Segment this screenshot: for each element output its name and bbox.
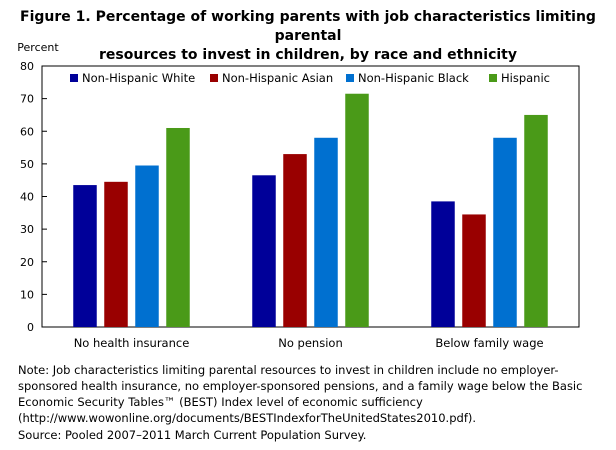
legend-swatch xyxy=(70,74,78,82)
y-tick-label: 10 xyxy=(20,288,34,301)
legend-swatch xyxy=(489,74,497,82)
bar xyxy=(314,137,338,327)
bar xyxy=(493,137,517,327)
y-tick-label: 70 xyxy=(20,93,34,106)
y-tick-label: 60 xyxy=(20,125,34,138)
bar xyxy=(252,175,276,327)
bar xyxy=(524,114,548,327)
note-line-1: Note: Job characteristics limiting paren… xyxy=(18,363,559,377)
legend-label: Non-Hispanic Black xyxy=(358,71,469,85)
figure-title-line-1: Figure 1. Percentage of working parents … xyxy=(20,9,596,44)
legend-swatch xyxy=(210,74,218,82)
y-tick-label: 80 xyxy=(20,60,34,73)
bar xyxy=(431,201,455,327)
figure-source: Source: Pooled 2007–2011 March Current P… xyxy=(18,428,367,442)
y-tick-label: 0 xyxy=(27,321,34,334)
figure-title-line-2: resources to invest in children, by race… xyxy=(99,47,517,63)
note-line-4: (http://www.wowonline.org/documents/BEST… xyxy=(18,411,477,425)
bar-chart: Percent 0 10 20 30 40 50 60 70 80 No health insura… xyxy=(17,41,580,350)
legend-label: Non-Hispanic Asian xyxy=(222,71,333,85)
note-line-3: Economic Security Tables™ (BEST) Index l… xyxy=(18,395,423,409)
legend-swatch xyxy=(346,74,354,82)
bar xyxy=(73,185,97,327)
bar xyxy=(104,181,128,327)
y-tick-label: 50 xyxy=(20,158,34,171)
legend-label: Hispanic xyxy=(501,71,550,85)
y-tick-label: 40 xyxy=(20,191,34,204)
x-category-label: No pension xyxy=(278,336,342,350)
figure-note: Note: Job characteristics limiting paren… xyxy=(18,362,608,426)
bar xyxy=(345,93,369,327)
bar xyxy=(166,127,190,327)
bar xyxy=(462,214,486,327)
x-category-label: No health insurance xyxy=(74,336,190,350)
note-line-2: sponsored health insurance, no employer-… xyxy=(18,379,583,393)
y-tick-label: 20 xyxy=(20,256,34,269)
x-category-label: Below family wage xyxy=(435,336,543,350)
bar xyxy=(283,154,307,327)
y-tick-label: 30 xyxy=(20,223,34,236)
legend-label: Non-Hispanic White xyxy=(82,71,195,85)
bar xyxy=(135,165,159,327)
y-axis-label: Percent xyxy=(17,41,59,54)
figure-title: Figure 1. Percentage of working parents … xyxy=(0,8,616,65)
